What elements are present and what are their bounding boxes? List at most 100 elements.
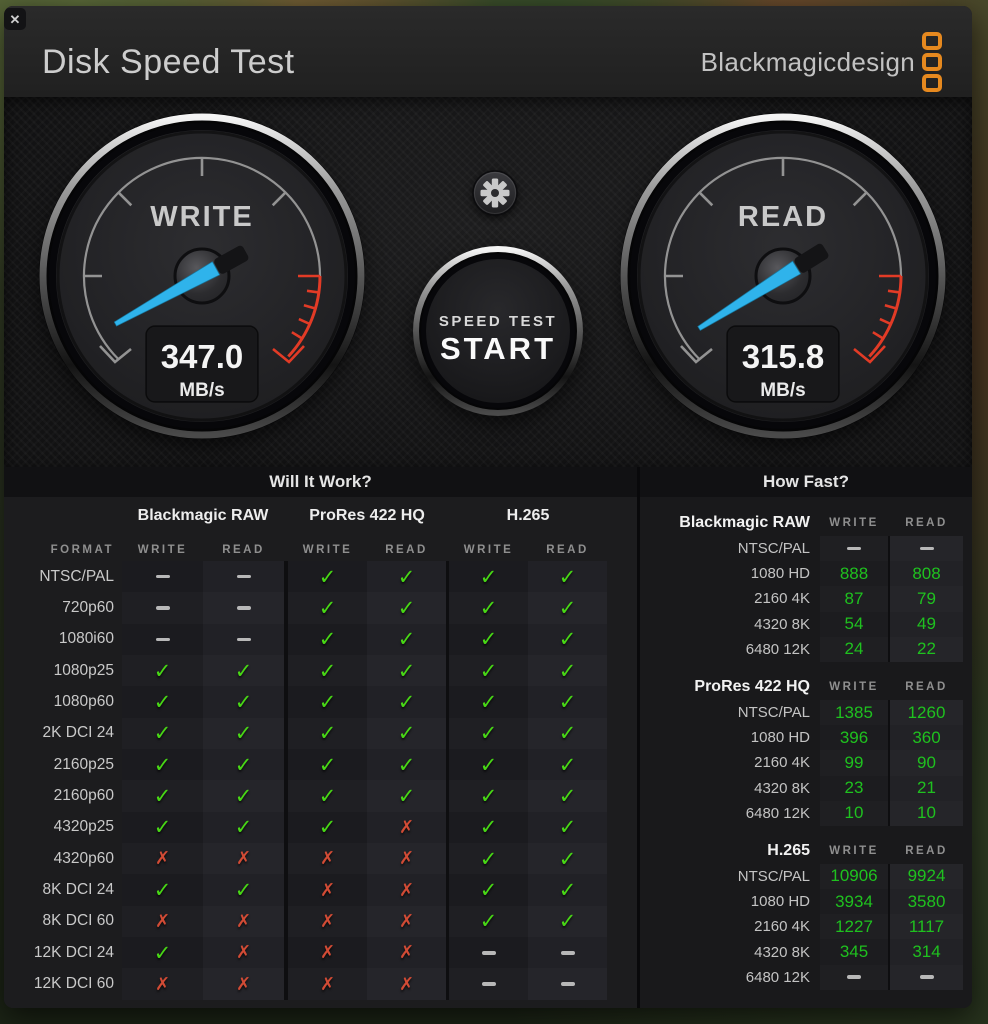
read-column-header: READ [385,544,428,556]
speed-value: 87 [820,586,888,612]
mark-dash-icon [820,536,888,562]
brand-logo-icon [922,32,942,92]
mark-cross-icon: ✗ [203,968,284,1000]
gauge-value: 347.0 [161,338,244,375]
write-column-header: WRITE [829,517,879,529]
format-label: 4320p60 [53,849,114,867]
mark-check-icon: ✓ [288,749,367,781]
gear-icon [472,170,518,216]
mark-check-icon: ✓ [122,749,203,781]
format-label: 2K DCI 24 [42,724,114,742]
speed-row: 6480 12K [640,964,972,990]
speed-value: 808 [890,561,963,587]
format-label: 2160 4K [754,590,810,608]
speed-value: 3580 [890,889,963,915]
format-row: 8K DCI 60 ✗ ✗ ✗ ✗ ✓ ✓ [4,905,637,938]
speed-row: 4320 8K 345 314 [640,939,972,965]
mark-check-icon: ✓ [449,874,528,906]
mark-cross-icon: ✗ [122,968,203,1000]
format-label: 8K DCI 60 [42,912,114,930]
format-rows: NTSC/PAL ✓ ✓ ✓ ✓ 720p60 ✓ ✓ ✓ ✓ 1080i60 ✓ ✓ ✓ ✓ 1080p25… [4,561,637,1000]
mark-check-icon: ✓ [528,592,607,624]
mark-check-icon: ✓ [367,592,446,624]
write-column-header: WRITE [829,844,879,857]
format-row: 720p60 ✓ ✓ ✓ ✓ [4,592,637,624]
speed-value: 22 [890,636,963,662]
mark-cross-icon: ✗ [288,905,367,938]
read-column-header: READ [905,680,948,693]
mark-dash-icon [203,623,284,656]
format-label: 4320 8K [754,615,810,633]
format-label: 1080 HD [750,729,810,747]
codec-header: Blackmagic RAW [679,514,810,531]
speed-value: 54 [820,611,888,637]
gauge-unit: MB/s [179,380,224,401]
gauge-panel: WRITE 347.0 MB/s READ 315.8 MB/s SPEED TEST [4,97,972,467]
write-column-header: WRITE [137,544,188,556]
mark-cross-icon: ✗ [288,937,367,969]
mark-check-icon: ✓ [528,780,607,812]
mark-check-icon: ✓ [528,843,607,875]
mark-check-icon: ✓ [122,874,203,906]
mark-check-icon: ✓ [122,686,203,718]
speed-value: 1260 [890,699,963,726]
speed-row: NTSC/PAL 1385 1260 [640,699,972,726]
format-row: 1080i60 ✓ ✓ ✓ ✓ [4,623,637,656]
speed-value: 90 [890,750,963,776]
mark-check-icon: ✓ [449,592,528,624]
mark-check-icon: ✓ [528,905,607,938]
read-column-header: READ [546,544,589,556]
mark-check-icon: ✓ [288,655,367,687]
mark-cross-icon: ✗ [203,905,284,938]
mark-dash-icon [449,937,528,969]
close-button[interactable]: ✕ [4,8,26,30]
speed-row: 2160 4K 87 79 [640,586,972,612]
mark-check-icon: ✓ [367,780,446,812]
format-row: 1080p25 ✓ ✓ ✓ ✓ ✓ ✓ [4,655,637,687]
mark-check-icon: ✓ [528,655,607,687]
speed-value: 24 [820,636,888,662]
close-icon: ✕ [9,11,21,27]
mark-cross-icon: ✗ [288,968,367,1000]
speed-row: 2160 4K 1227 1117 [640,914,972,940]
write-column-header: WRITE [463,544,514,556]
format-label: NTSC/PAL [737,867,810,885]
speed-row: NTSC/PAL 10906 9924 [640,863,972,890]
codec-header: H.265 [506,507,550,524]
format-row: 2160p60 ✓ ✓ ✓ ✓ ✓ ✓ [4,780,637,812]
mark-check-icon: ✓ [288,717,367,750]
format-row: 2K DCI 24 ✓ ✓ ✓ ✓ ✓ ✓ [4,717,637,750]
mark-cross-icon: ✗ [288,843,367,875]
mark-check-icon: ✓ [528,874,607,906]
mark-check-icon: ✓ [449,623,528,656]
settings-button[interactable] [472,170,518,216]
mark-cross-icon: ✗ [203,937,284,969]
gauge-value: 315.8 [742,338,825,375]
format-row: 12K DCI 24 ✓ ✗ ✗ ✗ [4,937,637,969]
brand-name: Blackmagicdesign [700,46,915,77]
mark-check-icon: ✓ [288,686,367,718]
codec-group: Blackmagic RAW WRITE READ NTSC/PAL 1080 HD 88… [640,510,972,662]
speed-value: 9924 [890,863,963,890]
speed-value: 10 [820,800,888,826]
mark-check-icon: ✓ [203,749,284,781]
format-row: 4320p25 ✓ ✓ ✓ ✗ ✓ ✓ [4,811,637,844]
format-label: 2160p25 [53,755,114,773]
format-label: 1080p25 [53,661,114,679]
mark-check-icon: ✓ [288,592,367,624]
mark-check-icon: ✓ [528,686,607,718]
mark-check-icon: ✓ [122,780,203,812]
gauge-unit: MB/s [760,380,805,401]
mark-dash-icon [890,536,963,562]
mark-cross-icon: ✗ [367,905,446,938]
speed-value: 23 [820,775,888,801]
codec-header: ProRes 422 HQ [309,507,425,524]
speed-row: 4320 8K 54 49 [640,611,972,637]
format-label: 720p60 [62,599,114,617]
codec-header: H.265 [767,841,810,859]
gauge-label: WRITE [150,201,253,233]
speed-value: 1385 [820,699,888,726]
start-button[interactable]: SPEED TEST START [410,243,586,419]
mark-check-icon: ✓ [367,749,446,781]
mark-dash-icon [890,964,963,990]
